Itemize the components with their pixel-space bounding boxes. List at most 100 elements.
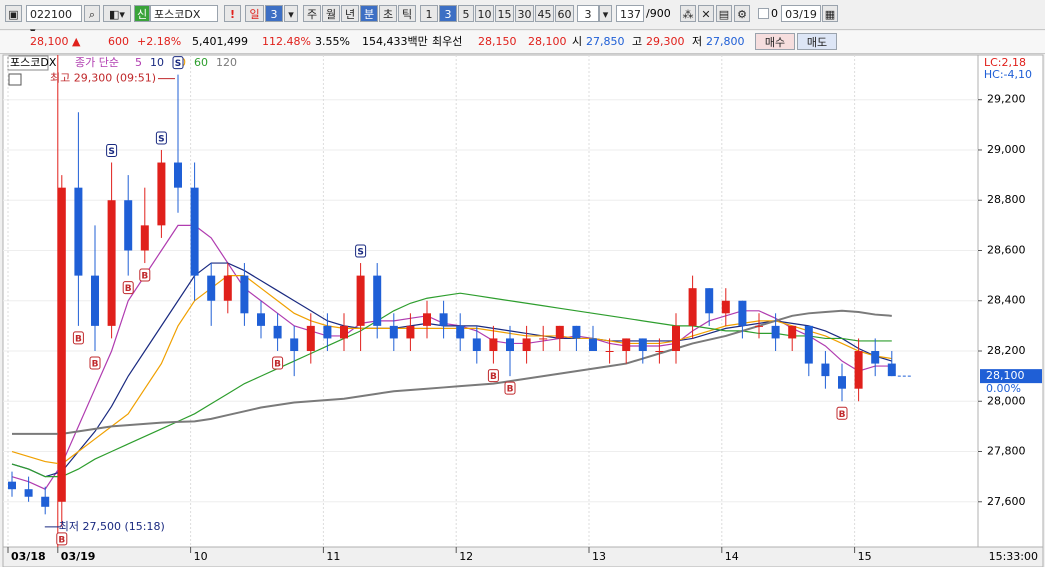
market-badge: 신 bbox=[134, 5, 150, 22]
interval-button[interactable]: 45 bbox=[535, 5, 554, 22]
candle-body bbox=[356, 275, 365, 326]
alert-button[interactable]: ! bbox=[224, 5, 241, 22]
candle-body bbox=[589, 338, 597, 351]
checkbox-value: 0 bbox=[771, 7, 778, 20]
toolbar: ▣ 022100 ▾ ⌕ ◧▾ 신 포스코DX ! 일 3 ▾ 주 월 년 분 … bbox=[0, 0, 1045, 38]
buy-button[interactable]: 매수 bbox=[755, 33, 795, 50]
candle-body bbox=[323, 325, 332, 339]
candle-body bbox=[41, 496, 50, 507]
y-tick-label: 28,400 bbox=[987, 294, 1026, 307]
code: 022100 bbox=[30, 8, 72, 21]
candle-body bbox=[174, 162, 182, 188]
signal-label: B bbox=[490, 372, 497, 382]
x-tick-label: 13 bbox=[592, 550, 606, 563]
signal-marker bbox=[172, 56, 184, 70]
quote-bar: 28,100 ▲ 600 +2.18% 5,401,499 112.48% 3.… bbox=[0, 31, 1045, 54]
settings-icon[interactable]: ⚙ bbox=[734, 5, 750, 22]
tool-icon[interactable]: ✕ bbox=[698, 5, 714, 22]
last-change: 0.00% bbox=[986, 382, 1021, 395]
x-tick-label: 03/18 bbox=[11, 550, 46, 563]
low-annotation: 최저 27,500 (15:18) bbox=[59, 520, 165, 533]
candle-body bbox=[755, 325, 763, 327]
candle-body bbox=[290, 338, 299, 351]
price: 28,100 bbox=[30, 35, 69, 48]
hc-label: HC:-4,10 bbox=[984, 68, 1032, 81]
candle-body bbox=[887, 363, 896, 377]
signal-label: B bbox=[274, 360, 281, 370]
day-count[interactable]: 3 bbox=[265, 5, 283, 22]
code-input[interactable]: 022100 ▾ bbox=[26, 5, 82, 38]
candle-body bbox=[721, 300, 730, 314]
interval-button[interactable]: 1 bbox=[420, 5, 438, 22]
calendar-icon[interactable]: ▦ bbox=[822, 5, 838, 22]
tick-button[interactable]: 틱 bbox=[398, 5, 416, 22]
y-tick-label: 29,200 bbox=[987, 93, 1026, 106]
week-button[interactable]: 주 bbox=[303, 5, 321, 22]
candle-body bbox=[555, 325, 564, 339]
candle-body bbox=[74, 187, 83, 276]
high-label: 고 bbox=[632, 35, 643, 48]
y-axis-area bbox=[977, 54, 1044, 548]
last-price-box bbox=[980, 369, 1042, 384]
candle-body bbox=[240, 275, 249, 314]
interval-count[interactable]: 3 bbox=[577, 5, 599, 22]
y-tick-label: 27,600 bbox=[987, 495, 1026, 508]
signal-marker bbox=[355, 244, 367, 258]
candle-body bbox=[24, 489, 33, 497]
date-input[interactable]: 03/19 bbox=[781, 5, 821, 22]
signal-label: B bbox=[839, 410, 846, 420]
interval-button[interactable]: 15 bbox=[495, 5, 514, 22]
checkbox[interactable] bbox=[758, 8, 769, 19]
interval-button[interactable]: 3 bbox=[439, 5, 457, 22]
x-tick-label: 15 bbox=[858, 550, 872, 563]
year-button[interactable]: 년 bbox=[341, 5, 359, 22]
window-icon[interactable]: ▣ bbox=[5, 5, 22, 22]
candle-body bbox=[472, 338, 481, 351]
change-pct: +2.18% bbox=[137, 35, 182, 48]
candle-body bbox=[91, 275, 99, 326]
candle-body bbox=[838, 376, 846, 389]
candle-body bbox=[489, 338, 498, 351]
x-tick-label: 10 bbox=[194, 550, 208, 563]
candle-body bbox=[804, 325, 813, 364]
x-tick-label: 12 bbox=[459, 550, 473, 563]
y-tick-label: 27,800 bbox=[987, 445, 1026, 458]
second-button[interactable]: 초 bbox=[379, 5, 397, 22]
high: 29,300 bbox=[646, 35, 685, 48]
candle-body bbox=[738, 300, 747, 326]
interval-button[interactable]: 10 bbox=[475, 5, 494, 22]
candle-body bbox=[622, 338, 631, 351]
signal-marker bbox=[504, 381, 516, 395]
sell-button[interactable]: 매도 bbox=[797, 33, 837, 50]
tool-icon[interactable]: ⁂ bbox=[680, 5, 696, 22]
legend-entry: 120 bbox=[216, 56, 237, 69]
signal-marker bbox=[89, 356, 101, 370]
candle-body bbox=[439, 313, 448, 326]
open: 27,850 bbox=[586, 35, 625, 48]
candle-body bbox=[539, 338, 548, 340]
save-icon[interactable]: ▤ bbox=[716, 5, 732, 22]
y-tick-label: 29,000 bbox=[987, 143, 1026, 156]
month-button[interactable]: 월 bbox=[322, 5, 340, 22]
table-icon[interactable] bbox=[8, 73, 22, 86]
name-input[interactable]: 포스코DX bbox=[150, 5, 218, 22]
candle-body bbox=[522, 338, 531, 351]
menu-button[interactable]: ◧▾ bbox=[103, 5, 131, 22]
search-button[interactable]: ⌕ bbox=[84, 5, 100, 22]
signal-label: S bbox=[175, 59, 181, 69]
interval-button[interactable]: 60 bbox=[555, 5, 574, 22]
count-input[interactable]: 137 bbox=[616, 5, 644, 22]
interval-button[interactable]: 30 bbox=[515, 5, 534, 22]
turnover: 3.55% bbox=[315, 35, 350, 48]
ma-line bbox=[12, 309, 892, 435]
dropdown[interactable]: ▾ bbox=[284, 5, 298, 22]
chart-name: 포스코DX bbox=[10, 56, 57, 69]
day-button[interactable]: 일 bbox=[245, 5, 264, 22]
signal-marker bbox=[487, 369, 499, 383]
interval-button[interactable]: 5 bbox=[458, 5, 474, 22]
minute-button[interactable]: 분 bbox=[360, 5, 378, 22]
dropdown[interactable]: ▾ bbox=[599, 5, 612, 22]
signal-marker bbox=[56, 532, 68, 546]
